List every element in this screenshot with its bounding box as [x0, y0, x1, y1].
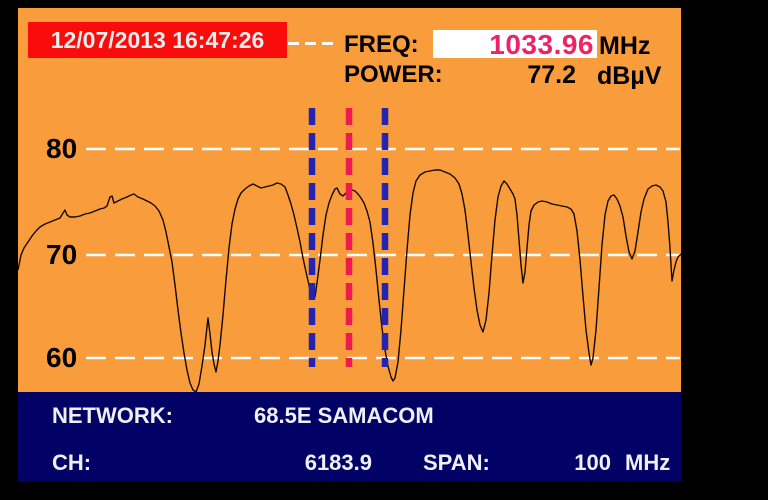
- freq-value: 1033.96: [489, 29, 594, 60]
- power-unit: dBµV: [597, 62, 662, 90]
- freq-value-field[interactable]: 1033.96: [433, 29, 597, 60]
- spectrum-trace: [18, 169, 681, 392]
- ch-value: 6183.9: [304, 450, 372, 475]
- timestamp-freq-connector-dashes: [288, 42, 336, 45]
- spectrum-chart: [18, 108, 681, 392]
- network-value: 68.5E SAMACOM: [254, 403, 434, 428]
- status-footer: NETWORK: 68.5E SAMACOM CH: 6183.9 SPAN: …: [18, 392, 681, 482]
- timestamp-badge: 12/07/2013 16:47:26: [28, 22, 287, 58]
- y-axis-label-60: 60: [46, 342, 78, 373]
- power-label: POWER:: [344, 61, 443, 88]
- y-axis-label-80: 80: [46, 133, 78, 164]
- span-unit: MHz: [625, 450, 671, 475]
- span-value: 100: [574, 450, 611, 475]
- y-axis-label-70: 70: [46, 239, 78, 270]
- freq-label: FREQ:: [344, 31, 419, 58]
- network-label: NETWORK:: [52, 403, 173, 428]
- power-value: 77.2: [527, 61, 576, 89]
- span-label: SPAN:: [423, 450, 490, 475]
- timestamp-text: 12/07/2013 16:47:26: [50, 27, 265, 53]
- freq-unit: MHz: [599, 32, 651, 60]
- ch-label: CH:: [52, 450, 92, 475]
